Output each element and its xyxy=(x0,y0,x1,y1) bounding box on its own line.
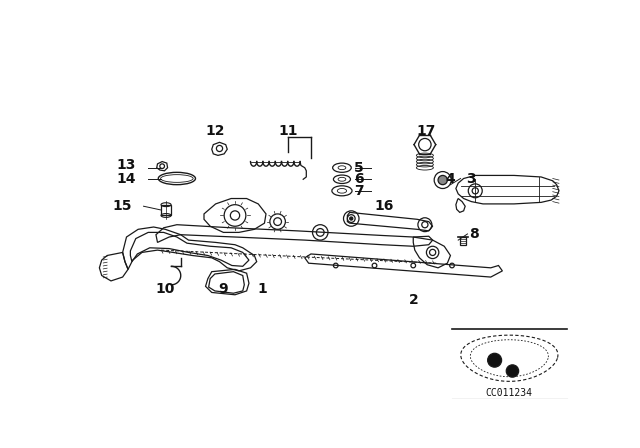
Text: 9: 9 xyxy=(219,282,228,296)
Text: 8: 8 xyxy=(469,227,479,241)
Text: 11: 11 xyxy=(278,124,298,138)
Text: 4: 4 xyxy=(445,172,455,185)
Text: 12: 12 xyxy=(206,124,225,138)
Text: 15: 15 xyxy=(113,199,132,213)
Text: 3: 3 xyxy=(467,172,476,185)
Text: 1: 1 xyxy=(257,282,267,296)
Text: 17: 17 xyxy=(417,124,436,138)
Text: 13: 13 xyxy=(117,159,136,172)
Circle shape xyxy=(438,176,447,185)
Text: 6: 6 xyxy=(354,172,364,186)
Text: 7: 7 xyxy=(354,184,364,198)
Text: 10: 10 xyxy=(156,282,175,296)
Circle shape xyxy=(349,217,353,220)
Text: CC011234: CC011234 xyxy=(486,388,533,397)
Text: 2: 2 xyxy=(408,293,418,307)
Circle shape xyxy=(506,365,518,377)
Text: 5: 5 xyxy=(354,161,364,175)
Text: 16: 16 xyxy=(375,199,394,213)
Text: 14: 14 xyxy=(116,172,136,186)
Circle shape xyxy=(488,353,502,367)
